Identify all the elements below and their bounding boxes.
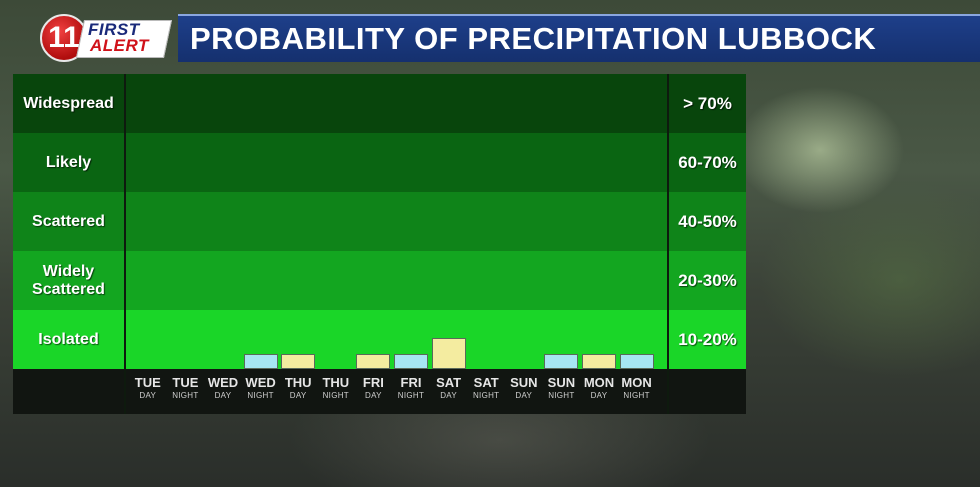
x-tick-label: SUN DAY xyxy=(505,375,542,402)
title-bar: PROBABILITY OF PRECIPITATION LUBBOCK xyxy=(178,14,980,62)
x-tick-day: TUE xyxy=(134,375,161,390)
x-tick-part: DAY xyxy=(440,391,457,400)
x-tick-part: NIGHT xyxy=(247,391,274,400)
x-tick-label: SAT DAY xyxy=(430,375,467,402)
x-tick-part: DAY xyxy=(365,391,382,400)
band-range-scattered: 40-50% xyxy=(678,211,737,231)
page-title: PROBABILITY OF PRECIPITATION LUBBOCK xyxy=(190,21,877,56)
band-label-likely: Likely xyxy=(45,153,92,171)
x-tick-day: TUE xyxy=(172,375,199,390)
right-divider xyxy=(667,74,669,414)
x-tick-day: MON xyxy=(583,375,615,390)
bar-thu-day xyxy=(281,353,316,369)
x-tick-label: THU NIGHT xyxy=(317,375,354,402)
x-tick-day: FRI xyxy=(400,375,422,390)
x-tick-label: MON NIGHT xyxy=(618,375,655,402)
band-widely-scattered: Widely Scattered 20-30% xyxy=(13,251,746,310)
x-tick-part: NIGHT xyxy=(172,391,199,400)
band-likely: Likely 60-70% xyxy=(13,133,746,192)
bars-layer xyxy=(126,74,667,369)
left-divider xyxy=(124,74,126,414)
band-plot-widespread xyxy=(126,74,667,133)
x-tick-label: TUE DAY xyxy=(129,375,166,402)
logo-alert-text: ALERT xyxy=(90,36,149,55)
x-tick-day: THU xyxy=(284,375,312,390)
precipitation-chart: Widespread > 70% Likely 60-70% Scattered… xyxy=(13,74,746,414)
x-tick-day: SAT xyxy=(436,375,462,390)
bar-sat-day xyxy=(431,338,466,369)
x-tick-day: MON xyxy=(621,375,652,390)
bar-fri-day xyxy=(356,353,391,369)
x-tick-part: DAY xyxy=(214,391,232,400)
band-range-likely: 60-70% xyxy=(678,152,737,172)
band-scattered: Scattered 40-50% xyxy=(13,192,746,251)
x-tick-label: TUE NIGHT xyxy=(167,375,204,402)
band-label-widely-scattered: Widely Scattered xyxy=(32,262,105,298)
x-tick-day: FRI xyxy=(362,375,384,390)
x-tick-label: THU DAY xyxy=(280,375,317,402)
x-tick-label: SUN NIGHT xyxy=(543,375,580,402)
x-tick-day: WED xyxy=(245,375,276,390)
logo-first-text: FIRST xyxy=(88,20,140,39)
x-tick-part: NIGHT xyxy=(623,391,650,400)
x-tick-part: DAY xyxy=(289,391,307,400)
band-range-widely-scattered: 20-30% xyxy=(678,270,737,290)
bar-mon-day xyxy=(582,353,616,369)
band-range-isolated: 10-20% xyxy=(678,329,737,349)
first-alert-logo: 11 FIRST ALERT xyxy=(40,14,173,64)
x-tick-day: SAT xyxy=(473,375,499,390)
x-tick-day: THU xyxy=(322,375,350,390)
x-tick-label: FRI NIGHT xyxy=(393,375,430,402)
x-tick-part: NIGHT xyxy=(322,391,349,400)
x-tick-label: MON DAY xyxy=(581,375,618,402)
band-label-scattered: Scattered xyxy=(32,212,105,230)
bar-mon-night xyxy=(619,353,654,369)
x-tick-part: NIGHT xyxy=(548,391,575,400)
band-plot-scattered xyxy=(126,192,667,251)
x-tick-label: WED NIGHT xyxy=(242,375,279,402)
channel-number: 11 xyxy=(48,21,80,54)
x-tick-part: DAY xyxy=(139,391,157,400)
x-tick-part: DAY xyxy=(590,391,608,400)
x-tick-part: NIGHT xyxy=(397,391,425,400)
band-plot-likely xyxy=(126,133,667,192)
x-tick-label: SAT NIGHT xyxy=(468,375,505,402)
x-tick-day: SUN xyxy=(510,375,538,390)
band-label-widespread: Widespread xyxy=(23,94,114,112)
x-axis: TUE DAY TUE NIGHT WED DAY WED NIGHT THU DAY THU NIG… xyxy=(126,371,667,414)
x-tick-label: FRI DAY xyxy=(355,375,392,402)
band-label-isolated: Isolated xyxy=(38,330,99,348)
x-tick-day: WED xyxy=(207,375,239,390)
x-tick-part: DAY xyxy=(515,391,533,400)
x-tick-day: SUN xyxy=(547,375,576,390)
band-widespread: Widespread > 70% xyxy=(13,74,746,133)
x-tick-label: WED DAY xyxy=(205,375,242,402)
bar-sun-night xyxy=(544,353,579,369)
bar-wed-night xyxy=(243,353,278,369)
band-range-widespread: > 70% xyxy=(683,93,732,113)
x-tick-part: NIGHT xyxy=(472,391,500,400)
band-plot-widely-scattered xyxy=(126,251,667,310)
bar-fri-night xyxy=(394,353,428,369)
